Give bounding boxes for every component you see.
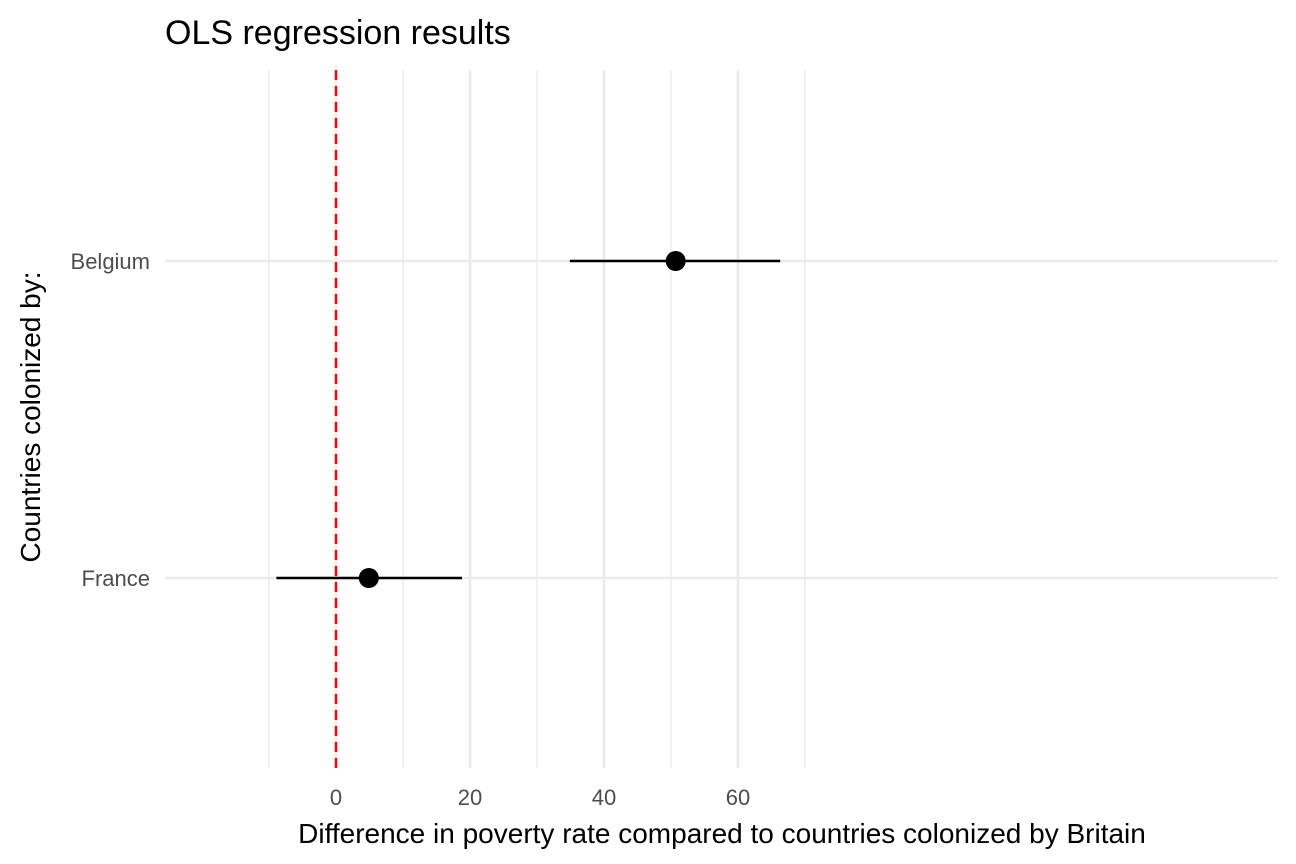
x-tick-label: 20 [458,785,482,810]
y-tick-label-france: France [82,566,150,591]
grid [165,70,1278,768]
tick-labels: 0 20 40 60 Belgium France [71,249,751,810]
x-tick-label: 0 [330,785,342,810]
x-tick-label: 40 [592,785,616,810]
y-tick-label-belgium: Belgium [71,249,150,274]
y-axis-title: Countries colonized by: [15,271,46,562]
marks [276,251,781,588]
point-france [358,568,379,588]
point-belgium [665,251,686,271]
chart-title: OLS regression results [165,14,511,52]
x-axis-title: Difference in poverty rate compared to c… [298,818,1146,849]
x-tick-label: 60 [726,785,750,810]
